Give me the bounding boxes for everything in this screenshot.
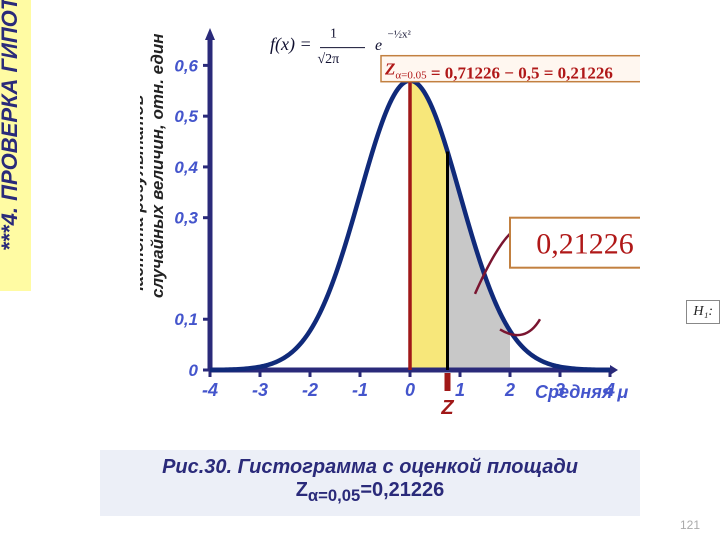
svg-text:Z: Z [440,397,454,419]
svg-text:0,3: 0,3 [174,209,198,228]
svg-text:−½x²: −½x² [388,28,412,40]
chart: -4-3-2-10123400,10,30,40,50,6Z0,21226f(x… [140,20,640,420]
svg-text:0,21226: 0,21226 [536,228,634,261]
svg-text:0: 0 [189,361,199,380]
sidebar-title: ***4. ПРОВЕРКА ГИПОТЕЗ*** [0,0,31,291]
svg-text:0,4: 0,4 [174,158,198,177]
svg-text:√2π: √2π [318,52,340,67]
caption-line1: Рис.30. Гистограмма с оценкой площади [162,456,578,478]
svg-text:e: e [375,37,382,54]
svg-text:-1: -1 [352,380,368,400]
svg-text:1: 1 [455,380,465,400]
svg-text:0,5: 0,5 [174,107,198,126]
svg-text:Частота результатовслучайных в: Частота результатовслучайных величин, от… [140,34,167,299]
svg-text:f(x) =: f(x) = [270,34,312,55]
h1-label: H₁: [686,300,720,324]
svg-text:1: 1 [330,26,337,41]
svg-text:0,6: 0,6 [174,56,198,75]
svg-text:Средняя μ: Средняя μ [535,382,628,402]
svg-text:-4: -4 [202,380,218,400]
svg-text:0: 0 [405,380,415,400]
page-number: 121 [680,518,700,532]
svg-text:2: 2 [504,380,515,400]
svg-text:0,1: 0,1 [174,310,198,329]
caption-line2: Zα=0,05=0,21226 [296,479,445,501]
svg-text:-3: -3 [252,380,268,400]
svg-text:-2: -2 [302,380,318,400]
chart-svg: -4-3-2-10123400,10,30,40,50,6Z0,21226f(x… [140,20,640,420]
caption: Рис.30. Гистограмма с оценкой площади Zα… [100,450,640,516]
